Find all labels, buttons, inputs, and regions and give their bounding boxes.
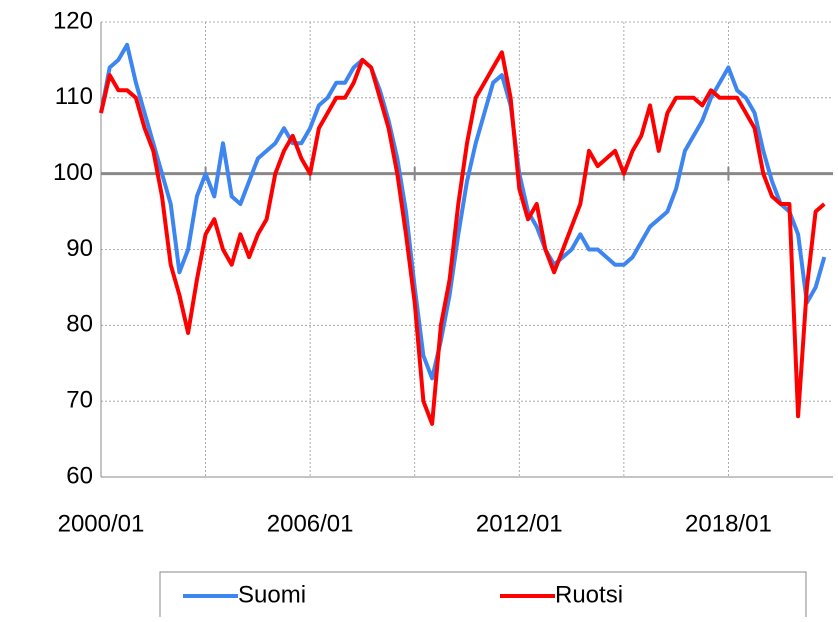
y-tick-label: 60 — [66, 462, 93, 489]
y-tick-label: 120 — [53, 7, 93, 34]
series-line — [99, 50, 826, 426]
x-tick-label: 2012/01 — [476, 510, 563, 537]
y-tick-label: 110 — [55, 83, 93, 110]
legend-label: Suomi — [238, 581, 306, 608]
legend-label: Ruotsi — [555, 581, 623, 608]
legend-box — [159, 571, 807, 622]
series-line — [99, 42, 827, 381]
y-tick-label: 90 — [66, 235, 93, 262]
x-tick-label: 2006/01 — [267, 510, 354, 537]
y-tick-label: 80 — [66, 311, 93, 338]
y-tick-label: 100 — [53, 159, 93, 186]
x-tick-label: 2018/01 — [685, 510, 772, 537]
x-tick-label: 2000/01 — [58, 510, 145, 537]
y-tick-label: 70 — [66, 387, 93, 414]
